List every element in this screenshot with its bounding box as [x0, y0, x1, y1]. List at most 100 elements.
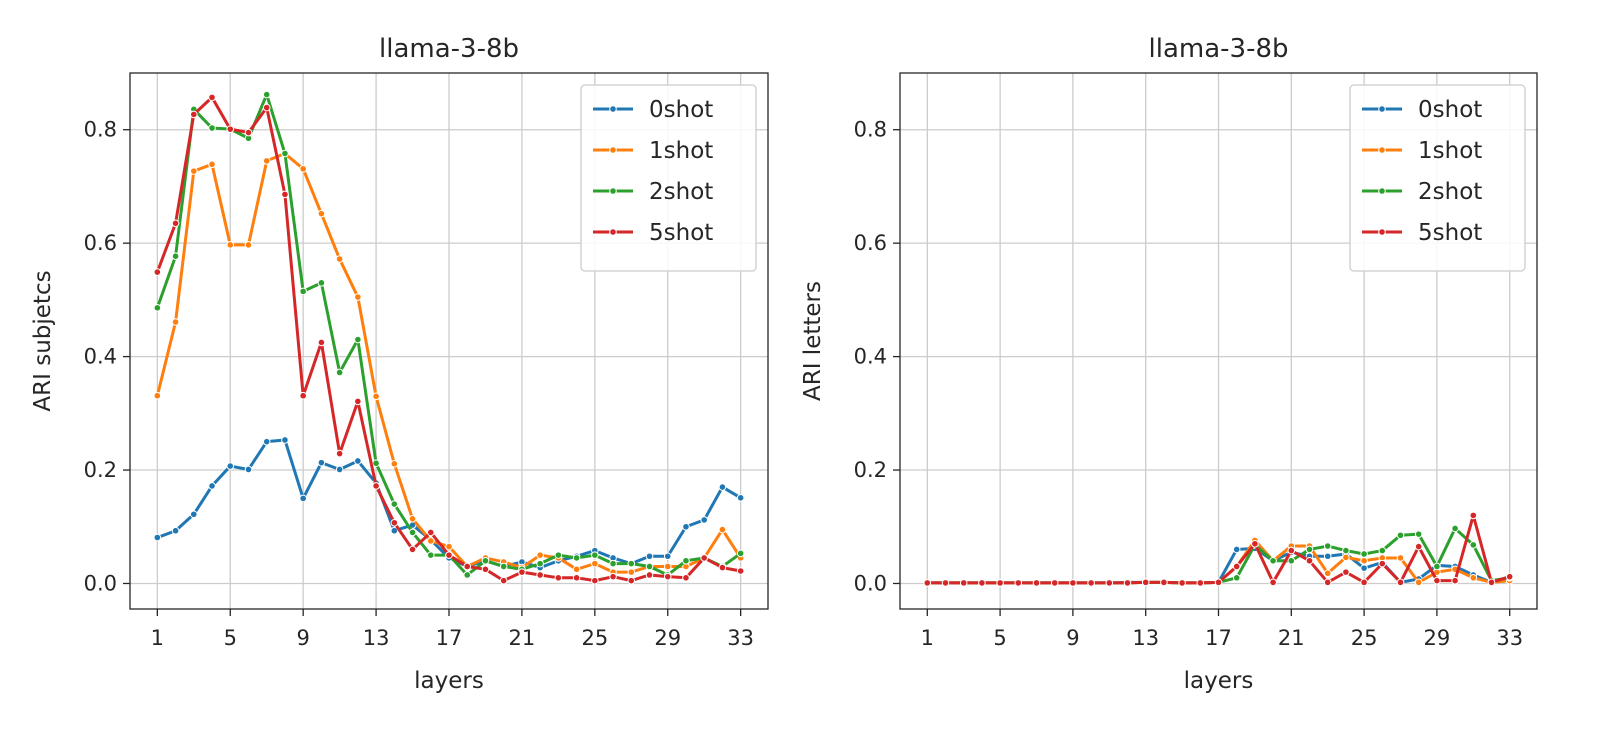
left-point-2shot [390, 500, 399, 508]
right-point-2shot [1342, 546, 1350, 555]
left-y-tick-label: 0.2 [84, 458, 117, 482]
left-x-tick-label: 5 [224, 626, 237, 650]
left-x-tick-label: 25 [581, 626, 608, 650]
right-point-5shot [959, 579, 968, 587]
right-legend-marker-5shot [1378, 228, 1386, 236]
right-point-2shot [1323, 542, 1332, 550]
left-legend-label-2shot: 2shot [649, 179, 713, 205]
left-point-5shot [445, 551, 453, 559]
right-legend-label-0shot: 0shot [1418, 97, 1482, 123]
left-point-5shot [663, 572, 672, 581]
left-point-1shot [190, 167, 198, 175]
left-point-2shot [299, 287, 307, 296]
right-x-tick-label: 13 [1132, 626, 1159, 650]
right-point-5shot [996, 579, 1004, 587]
right-point-2shot [1360, 550, 1368, 558]
right-point-5shot [923, 579, 932, 587]
left-point-5shot [244, 128, 253, 137]
left-legend-label-1shot: 1shot [649, 138, 713, 164]
left-x-tick-label: 1 [151, 626, 164, 650]
right-plot-frame [899, 72, 1538, 610]
left-point-1shot [390, 459, 399, 468]
right-point-5shot [1378, 559, 1387, 568]
right-point-2shot [1396, 531, 1405, 540]
left-point-1shot [317, 209, 326, 218]
right-x-tick-label: 9 [1066, 626, 1079, 650]
right-point-5shot [1251, 539, 1259, 548]
left-point-5shot [317, 338, 326, 347]
left-point-5shot [299, 391, 307, 400]
left-point-1shot [372, 392, 380, 401]
left-point-1shot [354, 293, 362, 301]
right-panel: llama-3-8b layers ARI letters 1 5 9 13 17 21 2… [800, 34, 1538, 694]
right-point-5shot [1178, 579, 1186, 587]
left-point-5shot [536, 571, 544, 579]
right-x-tick-label: 25 [1351, 626, 1378, 650]
left-legend-marker-2shot [609, 187, 617, 195]
left-point-2shot [372, 459, 380, 468]
right-legend-label-5shot: 5shot [1418, 220, 1482, 246]
left-point-5shot [190, 110, 198, 119]
left-point-1shot [445, 542, 453, 551]
left-point-2shot [645, 562, 654, 571]
left-point-0shot [262, 437, 271, 446]
left-point-2shot [463, 571, 472, 579]
left-point-2shot [426, 551, 435, 559]
left-point-5shot [354, 397, 362, 406]
left-point-0shot [208, 482, 216, 490]
left-point-2shot [171, 252, 180, 261]
left-point-1shot [153, 391, 162, 400]
left-point-0shot [700, 516, 709, 524]
right-point-1shot [1414, 578, 1423, 587]
right-point-5shot [1414, 542, 1423, 551]
left-x-tick-label: 29 [654, 626, 681, 650]
right-x-tick-label: 33 [1496, 626, 1523, 650]
left-point-5shot [481, 565, 490, 574]
right-point-5shot [1360, 578, 1368, 587]
left-point-0shot [335, 465, 344, 474]
left-point-0shot [153, 533, 162, 542]
left-point-0shot [317, 458, 326, 467]
left-point-2shot [208, 124, 216, 132]
left-x-tick-label: 21 [509, 626, 536, 650]
right-point-5shot [1032, 579, 1041, 587]
right-point-5shot [1014, 579, 1023, 587]
left-point-1shot [426, 537, 435, 545]
left-y-tick-label: 0.8 [84, 118, 117, 142]
right-series-5shot [923, 511, 1514, 587]
right-point-1shot [1396, 554, 1405, 562]
left-point-5shot [518, 568, 526, 576]
left-point-1shot [536, 551, 544, 559]
right-panel-title: llama-3-8b [1149, 34, 1289, 64]
left-legend-label-5shot: 5shot [649, 220, 713, 246]
left-point-2shot [354, 335, 362, 344]
right-point-5shot [1105, 579, 1114, 587]
right-point-5shot [1087, 579, 1095, 587]
right-x-tick-label: 29 [1424, 626, 1451, 650]
right-point-2shot [1433, 562, 1441, 571]
left-point-2shot [536, 559, 544, 568]
right-point-5shot [1232, 562, 1241, 571]
left-y-tick-label: 0.4 [84, 345, 117, 369]
left-point-2shot [554, 551, 563, 559]
left-point-5shot [226, 125, 235, 133]
right-point-2shot [1378, 546, 1387, 555]
right-point-5shot [1141, 578, 1150, 587]
left-point-5shot [645, 571, 654, 579]
right-point-5shot [1396, 578, 1405, 587]
left-point-2shot [499, 562, 508, 571]
left-point-5shot [682, 574, 690, 582]
left-point-2shot [281, 149, 289, 158]
left-point-2shot [627, 559, 636, 568]
left-point-5shot [572, 574, 581, 582]
left-point-2shot [591, 551, 599, 559]
left-y-tick-label: 0.6 [84, 231, 117, 255]
left-point-2shot [408, 528, 417, 537]
right-point-1shot [1360, 556, 1368, 565]
left-point-5shot [736, 567, 745, 575]
left-point-0shot [718, 483, 727, 491]
right-point-2shot [1451, 524, 1459, 533]
left-x-tick-label: 33 [727, 626, 754, 650]
left-point-2shot [153, 304, 162, 312]
right-point-5shot [1123, 579, 1132, 587]
